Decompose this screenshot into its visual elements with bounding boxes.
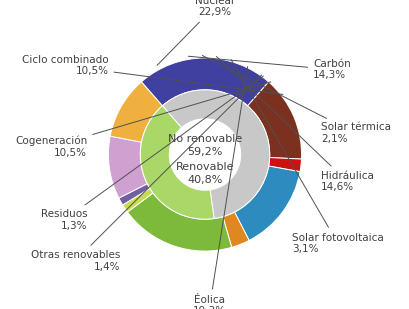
Wedge shape [127, 193, 231, 251]
Text: Nuclear
22,9%: Nuclear 22,9% [157, 0, 234, 65]
Text: Hidráulica
14,6%: Hidráulica 14,6% [216, 57, 373, 192]
Text: No renovable: No renovable [167, 134, 242, 144]
Text: Ciclo combinado
10,5%: Ciclo combinado 10,5% [22, 55, 282, 95]
Text: Éolica
19,3%: Éolica 19,3% [193, 66, 247, 309]
Wedge shape [108, 136, 147, 198]
Text: Renovable: Renovable [175, 162, 234, 172]
Wedge shape [122, 188, 153, 212]
Text: Solar fotovoltaica
3,1%: Solar fotovoltaica 3,1% [231, 60, 383, 254]
Wedge shape [268, 158, 301, 172]
Wedge shape [247, 82, 301, 159]
Wedge shape [141, 58, 268, 106]
Text: Otras renovables
1,4%: Otras renovables 1,4% [31, 75, 261, 272]
Wedge shape [162, 90, 269, 218]
Text: Solar térmica
2,1%: Solar térmica 2,1% [202, 56, 390, 144]
Text: 59,2%: 59,2% [187, 146, 222, 157]
Wedge shape [140, 106, 213, 219]
Wedge shape [222, 212, 249, 247]
Text: Residuos
1,3%: Residuos 1,3% [40, 76, 263, 231]
Wedge shape [110, 82, 162, 142]
Wedge shape [119, 184, 149, 205]
Wedge shape [234, 166, 299, 240]
Text: Cogeneración
10,5%: Cogeneración 10,5% [15, 82, 270, 158]
Text: Carbón
14,3%: Carbón 14,3% [188, 56, 350, 80]
Text: 40,8%: 40,8% [187, 175, 222, 184]
